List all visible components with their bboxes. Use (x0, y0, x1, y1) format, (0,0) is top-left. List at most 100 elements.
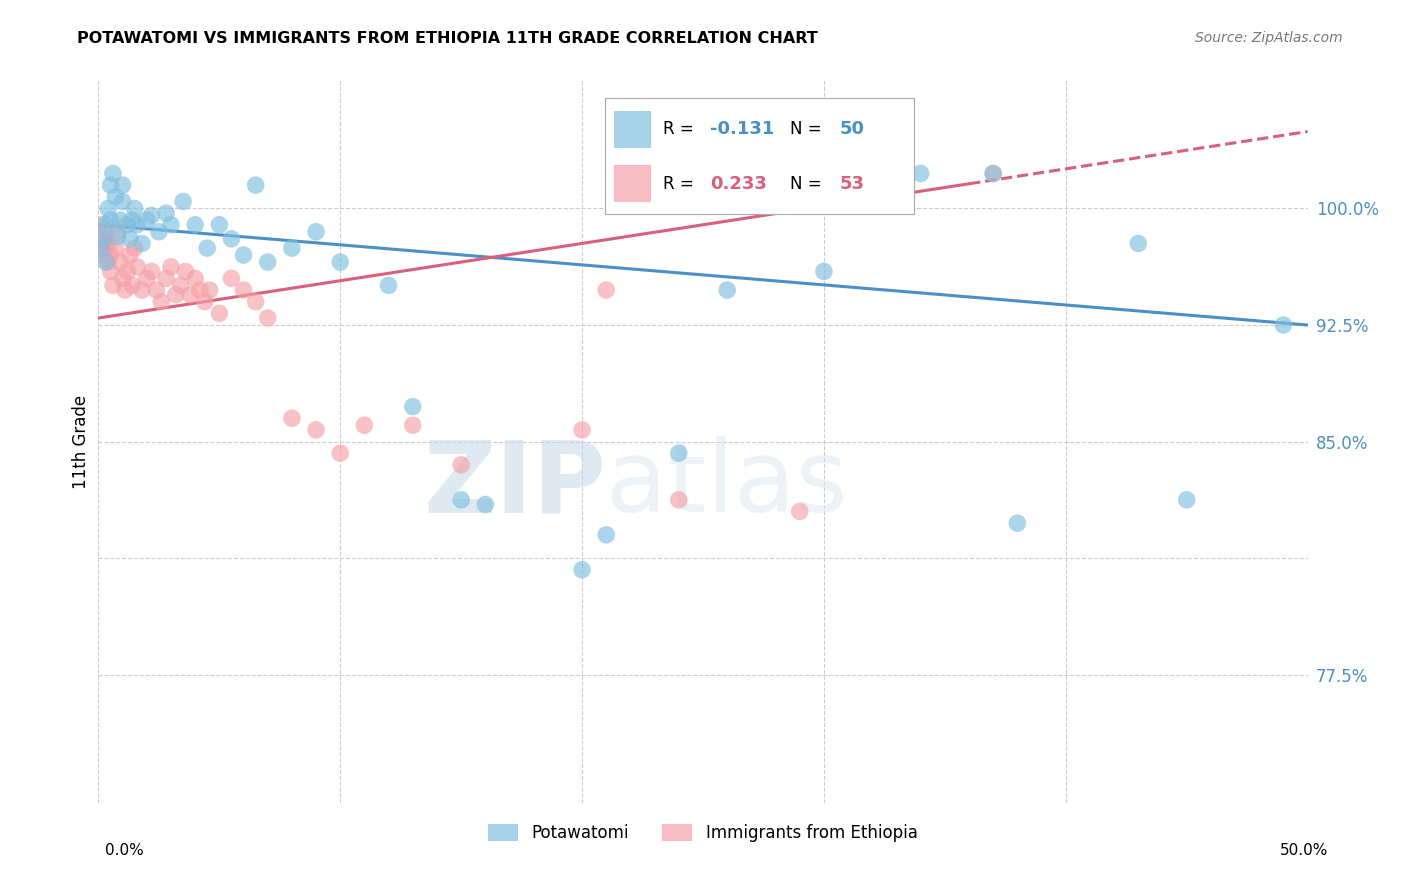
Point (148, 225, 170, 239)
Text: atlas: atlas (606, 436, 848, 533)
Text: 50.0%: 50.0% (1281, 843, 1329, 858)
Text: 50: 50 (839, 120, 865, 138)
Point (402, 400, 425, 414)
Point (124, 202, 146, 216)
Point (104, 190, 127, 204)
Point (155, 271, 177, 285)
Point (100, 248, 122, 262)
Point (118, 248, 141, 262)
Bar (614, 111, 651, 148)
Point (305, 423, 328, 437)
Point (141, 264, 163, 278)
Point (172, 194, 194, 209)
Point (97, 236, 120, 251)
Point (256, 311, 278, 326)
Point (184, 218, 207, 232)
Point (232, 283, 254, 297)
Point (910, 167, 932, 181)
Point (208, 218, 231, 232)
Point (595, 528, 617, 542)
Point (474, 498, 496, 512)
Point (571, 563, 593, 577)
Point (221, 271, 243, 285)
Point (194, 294, 217, 309)
Point (981, 167, 1004, 181)
Point (131, 283, 153, 297)
Point (245, 294, 267, 309)
Point (91, 248, 114, 262)
Point (90, 241, 112, 255)
Point (668, 492, 690, 507)
Point (131, 236, 153, 251)
Point (90, 232, 112, 246)
Point (121, 278, 143, 293)
Point (402, 418, 425, 433)
Point (127, 260, 149, 274)
Point (100, 264, 122, 278)
Point (108, 255, 131, 269)
Point (668, 446, 690, 460)
Text: -0.131: -0.131 (710, 120, 775, 138)
Point (329, 446, 352, 460)
Point (107, 229, 129, 244)
Point (813, 264, 835, 278)
Text: R =: R = (664, 120, 699, 138)
Point (184, 271, 207, 285)
Text: N =: N = (790, 120, 827, 138)
Point (127, 218, 149, 232)
Point (111, 271, 134, 285)
Point (97, 255, 120, 269)
Text: R =: R = (664, 175, 699, 193)
Point (160, 218, 183, 232)
Bar (614, 165, 651, 202)
Point (595, 283, 617, 297)
Point (571, 423, 593, 437)
Point (101, 167, 124, 181)
Point (256, 255, 278, 269)
Point (121, 213, 143, 227)
Point (1175, 492, 1198, 507)
Point (450, 458, 472, 472)
Point (150, 294, 173, 309)
Point (281, 411, 304, 425)
Point (281, 241, 304, 255)
Point (117, 218, 139, 232)
Point (377, 278, 399, 293)
Point (195, 241, 218, 255)
Point (97, 202, 120, 216)
Point (111, 194, 134, 209)
Y-axis label: 11th Grade: 11th Grade (72, 394, 90, 489)
Point (91, 236, 114, 251)
Point (160, 260, 183, 274)
Point (135, 271, 157, 285)
Point (100, 178, 122, 193)
Point (94, 241, 117, 255)
Point (450, 492, 472, 507)
Point (1272, 318, 1295, 332)
Point (90, 218, 112, 232)
Point (135, 213, 157, 227)
Point (90, 241, 112, 255)
Point (353, 418, 375, 433)
Text: 0.233: 0.233 (710, 175, 766, 193)
Point (208, 306, 231, 320)
Point (101, 278, 124, 293)
Point (232, 248, 254, 262)
Point (117, 264, 139, 278)
Point (118, 232, 141, 246)
Point (169, 278, 191, 293)
Point (114, 283, 136, 297)
Text: 53: 53 (839, 175, 865, 193)
Point (1007, 516, 1029, 530)
Point (198, 283, 221, 297)
Text: 0.0%: 0.0% (105, 843, 145, 858)
Point (107, 225, 129, 239)
Point (174, 264, 197, 278)
Point (94, 255, 117, 269)
Point (789, 504, 811, 518)
Legend: Potawatomi, Immigrants from Ethiopia: Potawatomi, Immigrants from Ethiopia (482, 817, 924, 848)
Text: POTAWATOMI VS IMMIGRANTS FROM ETHIOPIA 11TH GRADE CORRELATION CHART: POTAWATOMI VS IMMIGRANTS FROM ETHIOPIA 1… (77, 31, 818, 46)
Point (104, 241, 127, 255)
Text: Source: ZipAtlas.com: Source: ZipAtlas.com (1195, 31, 1343, 45)
Point (94, 225, 117, 239)
